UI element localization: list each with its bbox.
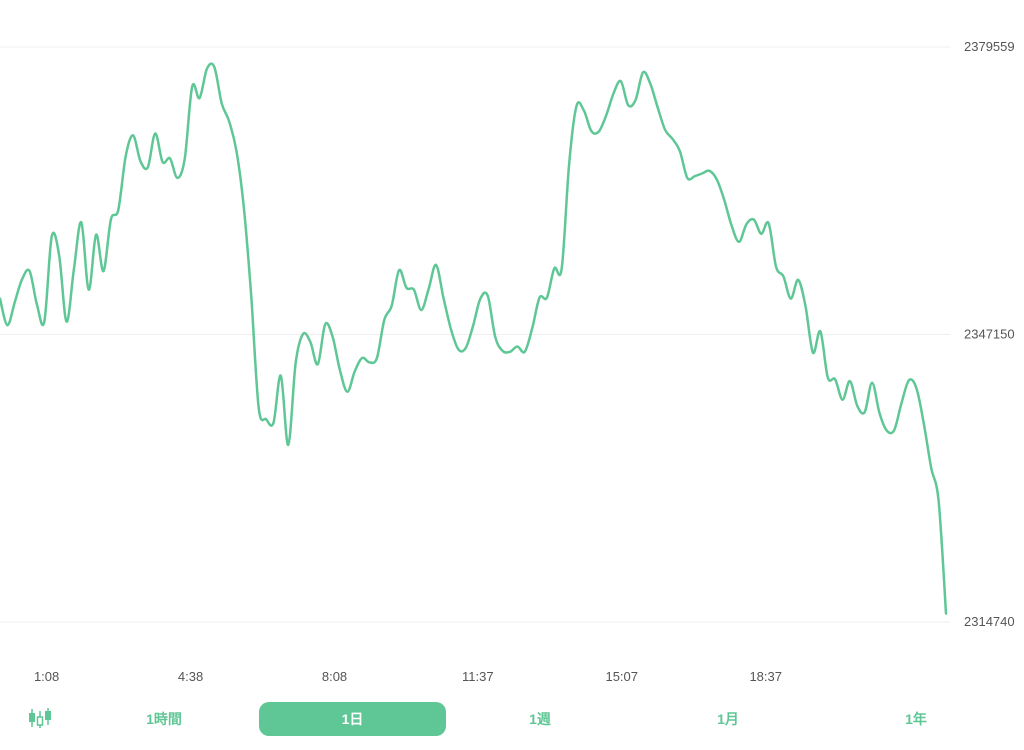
x-tick-label: 15:07 [605,669,638,684]
grid [0,46,950,623]
range-tab-1w[interactable]: 1週 [529,711,551,727]
x-tick-label: 18:37 [749,669,782,684]
x-tick-label: 8:08 [322,669,347,684]
y-axis-ticks: 2379559 2347150 2314740 [964,39,1015,629]
candlestick-toggle-button[interactable] [26,706,54,730]
range-tab-1y[interactable]: 1年 [905,711,927,727]
y-tick-label: 2347150 [964,326,1015,341]
x-tick-label: 4:38 [178,669,203,684]
x-tick-label: 1:08 [34,669,59,684]
time-range-bar: 1時間 1日 1週 1月 1年 [0,700,1024,740]
x-tick-label: 11:37 [462,669,494,684]
candlestick-icon [29,708,51,728]
price-chart: 2379559 2347150 2314740 1:08 4:38 8:08 11:37 1… [0,39,1015,684]
x-axis-ticks: 1:08 4:38 8:08 11:37 15:07 18:37 [34,669,782,684]
y-tick-label: 2314740 [964,614,1015,629]
range-tab-1h[interactable]: 1時間 [146,711,182,727]
y-tick-label: 2379559 [964,39,1015,54]
price-series [0,62,948,615]
range-tab-1m[interactable]: 1月 [717,711,739,727]
price-line [0,62,948,615]
range-tab-1d[interactable]: 1日 [259,702,446,736]
